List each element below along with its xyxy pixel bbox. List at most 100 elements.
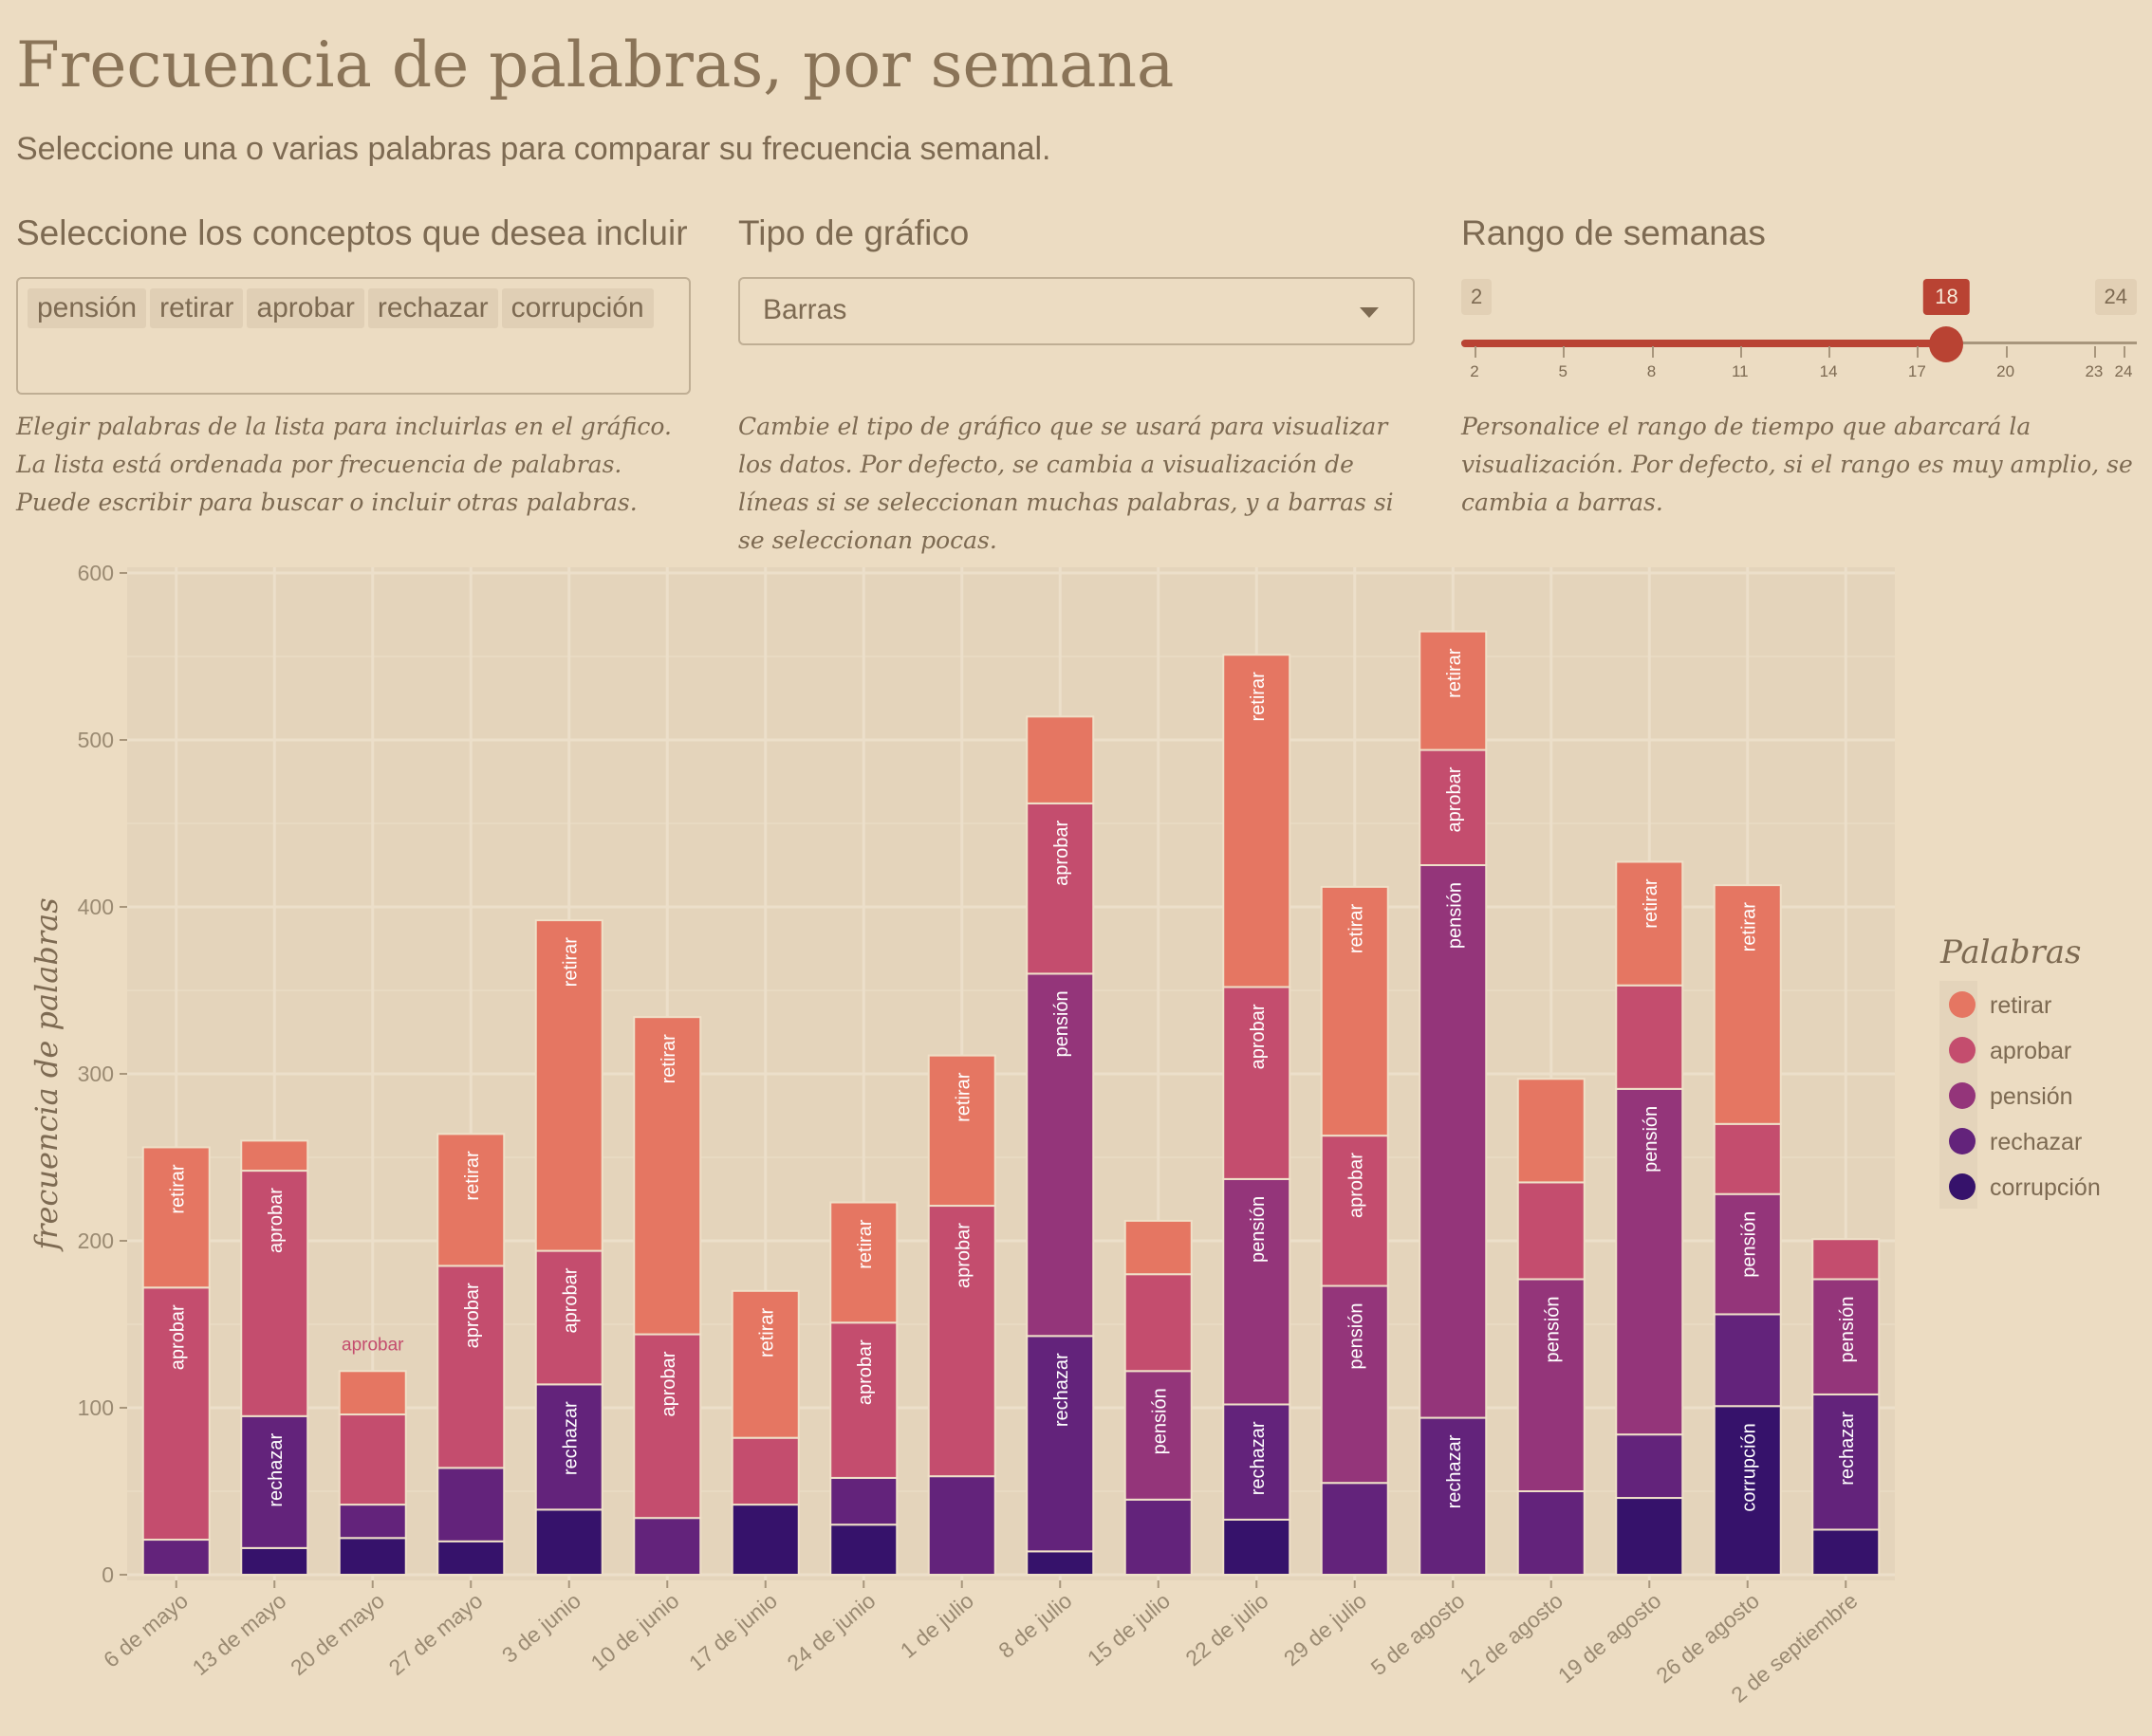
bar-segment-rechazar — [1516, 1490, 1586, 1576]
bar-segment-rechazar — [338, 1504, 407, 1540]
legend-item-retirar: retirar — [1990, 992, 2051, 1019]
bar-segment-corrupción — [1811, 1528, 1881, 1576]
slider-tick-label: 11 — [1731, 362, 1749, 380]
page-title: Frecuencia de palabras, por semana — [16, 28, 1175, 102]
bar-segment-rechazar — [240, 1414, 309, 1549]
bar-segment-label: pensión — [1543, 1296, 1564, 1362]
x-tick-label: 15 de julio — [1083, 1588, 1175, 1671]
concepts-label: Seleccione los conceptos que desea inclu… — [16, 213, 688, 252]
bar-segment-corrupción — [1615, 1497, 1684, 1577]
bar-segment-label: pensión — [1346, 1303, 1367, 1370]
bar-segment-retirar — [633, 1016, 702, 1336]
bar-segment-label: pensión — [1837, 1296, 1858, 1362]
slider-tick-label: 17 — [1907, 362, 1926, 380]
bar-segment-retirar — [1615, 860, 1684, 987]
slider-tick — [2005, 346, 2008, 358]
chart-type-help: Cambie el tipo de gráfico que se usará p… — [738, 413, 1394, 554]
bar-segment-label: corrupción — [1739, 1423, 1760, 1511]
bar-segment-label: aprobar — [1248, 1004, 1269, 1069]
chip-corrupcion[interactable]: corrupción — [501, 288, 654, 328]
bar-segment-label: aprobar — [954, 1223, 974, 1288]
bar-segment-corrupción — [731, 1504, 800, 1576]
bar-segment-corrupción — [1026, 1550, 1095, 1576]
chip-rechazar[interactable]: rechazar — [367, 288, 498, 328]
x-tick-label: 8 de julio — [993, 1588, 1076, 1663]
bar-segment-aprobar — [1222, 986, 1291, 1180]
x-tick-label: 5 de agosto — [1366, 1588, 1470, 1680]
bar-segment-pensión — [1222, 1177, 1291, 1406]
slider-tick — [1475, 346, 1476, 358]
bar-segment-label: retirar — [1641, 878, 1661, 929]
bar-segment-label: retirar — [757, 1307, 778, 1357]
bar-segment-label: aprobar — [266, 1188, 287, 1253]
slider-tick-label: 14 — [1819, 362, 1838, 380]
slider-tick-label: 23 — [2085, 362, 2104, 380]
slider-tick-label: 2 — [1470, 362, 1479, 380]
bar-segment-pensión — [1419, 864, 1488, 1419]
week-range-slider[interactable]: 2 24 18 2 5 8 11 14 17 20 23 24 — [1461, 275, 2137, 389]
bar-segment-pensión — [1026, 972, 1095, 1338]
y-tick-label: 0 — [102, 1562, 114, 1587]
bar-segment-retirar — [1516, 1078, 1586, 1184]
concepts-help: Elegir palabras de la lista para incluir… — [16, 413, 672, 516]
bar-segment-aprobar — [1713, 1122, 1782, 1195]
bar-segment-label: retirar — [659, 1034, 679, 1084]
bar-segment-label: rechazar — [1248, 1421, 1269, 1495]
bar-segment-aprobar — [1123, 1273, 1193, 1373]
bar-segment-rechazar — [436, 1467, 506, 1542]
legend-item-aprobar: aprobar — [1990, 1038, 2071, 1064]
legend-swatch-corrupción — [1949, 1173, 1976, 1200]
slider-value-label: 18 — [1923, 279, 1970, 315]
bar-segment-aprobar — [829, 1321, 899, 1479]
bar-segment-rechazar — [1713, 1313, 1782, 1408]
bar-segment-rechazar — [1026, 1335, 1095, 1553]
legend-swatch-retirar — [1949, 991, 1976, 1018]
concepts-multiselect[interactable]: pensión retirar aprobar rechazar corrupción — [16, 277, 691, 395]
chevron-down-icon — [1360, 307, 1379, 318]
y-tick-label: 400 — [78, 895, 114, 919]
bar-segment-aprobar — [1516, 1181, 1586, 1281]
slider-tick-label: 5 — [1558, 362, 1568, 380]
bar-segment-rechazar — [927, 1475, 996, 1577]
bar-segment-corrupción — [1222, 1518, 1291, 1577]
week-range-help: Personalice el rango de tiempo que abarc… — [1461, 413, 2133, 516]
bar-segment-retirar — [1713, 884, 1782, 1125]
bar-segment-retirar — [141, 1146, 211, 1289]
chip-aprobar[interactable]: aprobar — [247, 288, 364, 328]
bar-segment-retirar — [927, 1054, 996, 1208]
legend-title: Palabras — [1939, 933, 2082, 971]
y-tick-label: 500 — [78, 728, 114, 752]
bar-segment-label: retirar — [1346, 904, 1367, 954]
slider-tick — [1828, 346, 1831, 358]
bar-segment-aprobar — [1615, 984, 1684, 1090]
chart-type-label: Tipo de gráfico — [738, 213, 970, 252]
bar-segment-corrupción — [338, 1537, 407, 1577]
chip-retirar[interactable]: retirar — [150, 288, 244, 328]
bar-segment-retirar — [534, 919, 603, 1252]
bar-segment-retirar — [1123, 1219, 1193, 1276]
bar-segment-pensión — [1516, 1278, 1586, 1492]
bar-segment-label: retirar — [561, 937, 582, 988]
slider-handle[interactable] — [1929, 326, 1964, 362]
slider-tick — [1651, 346, 1654, 358]
bar-segment-pensión — [1123, 1370, 1193, 1501]
legend-item-rechazar: rechazar — [1990, 1129, 2082, 1155]
bar-segment-rechazar — [1811, 1393, 1881, 1531]
y-tick-label: 300 — [78, 1062, 114, 1086]
slider-min-label: 2 — [1461, 279, 1493, 315]
bar-segment-retirar — [240, 1139, 309, 1173]
bar-segment-label: aprobar — [1346, 1153, 1367, 1218]
y-tick-label: 100 — [78, 1395, 114, 1420]
bar-segment-pensión — [1713, 1192, 1782, 1316]
bar-segment-label: retirar — [1444, 648, 1465, 698]
bar-segment-label: rechazar — [1837, 1412, 1858, 1486]
chip-pension[interactable]: pensión — [28, 288, 147, 328]
x-tick-label: 24 de junio — [783, 1588, 881, 1675]
x-tick-label: 6 de mayo — [99, 1588, 193, 1672]
bar-segment-retirar — [1320, 885, 1389, 1137]
slider-tick-label: 20 — [1996, 362, 2015, 380]
chart-type-select[interactable]: Barras — [738, 277, 1415, 345]
page-subtitle: Seleccione una o varias palabras para co… — [16, 131, 1051, 167]
bar-segment-aprobar — [436, 1265, 506, 1469]
